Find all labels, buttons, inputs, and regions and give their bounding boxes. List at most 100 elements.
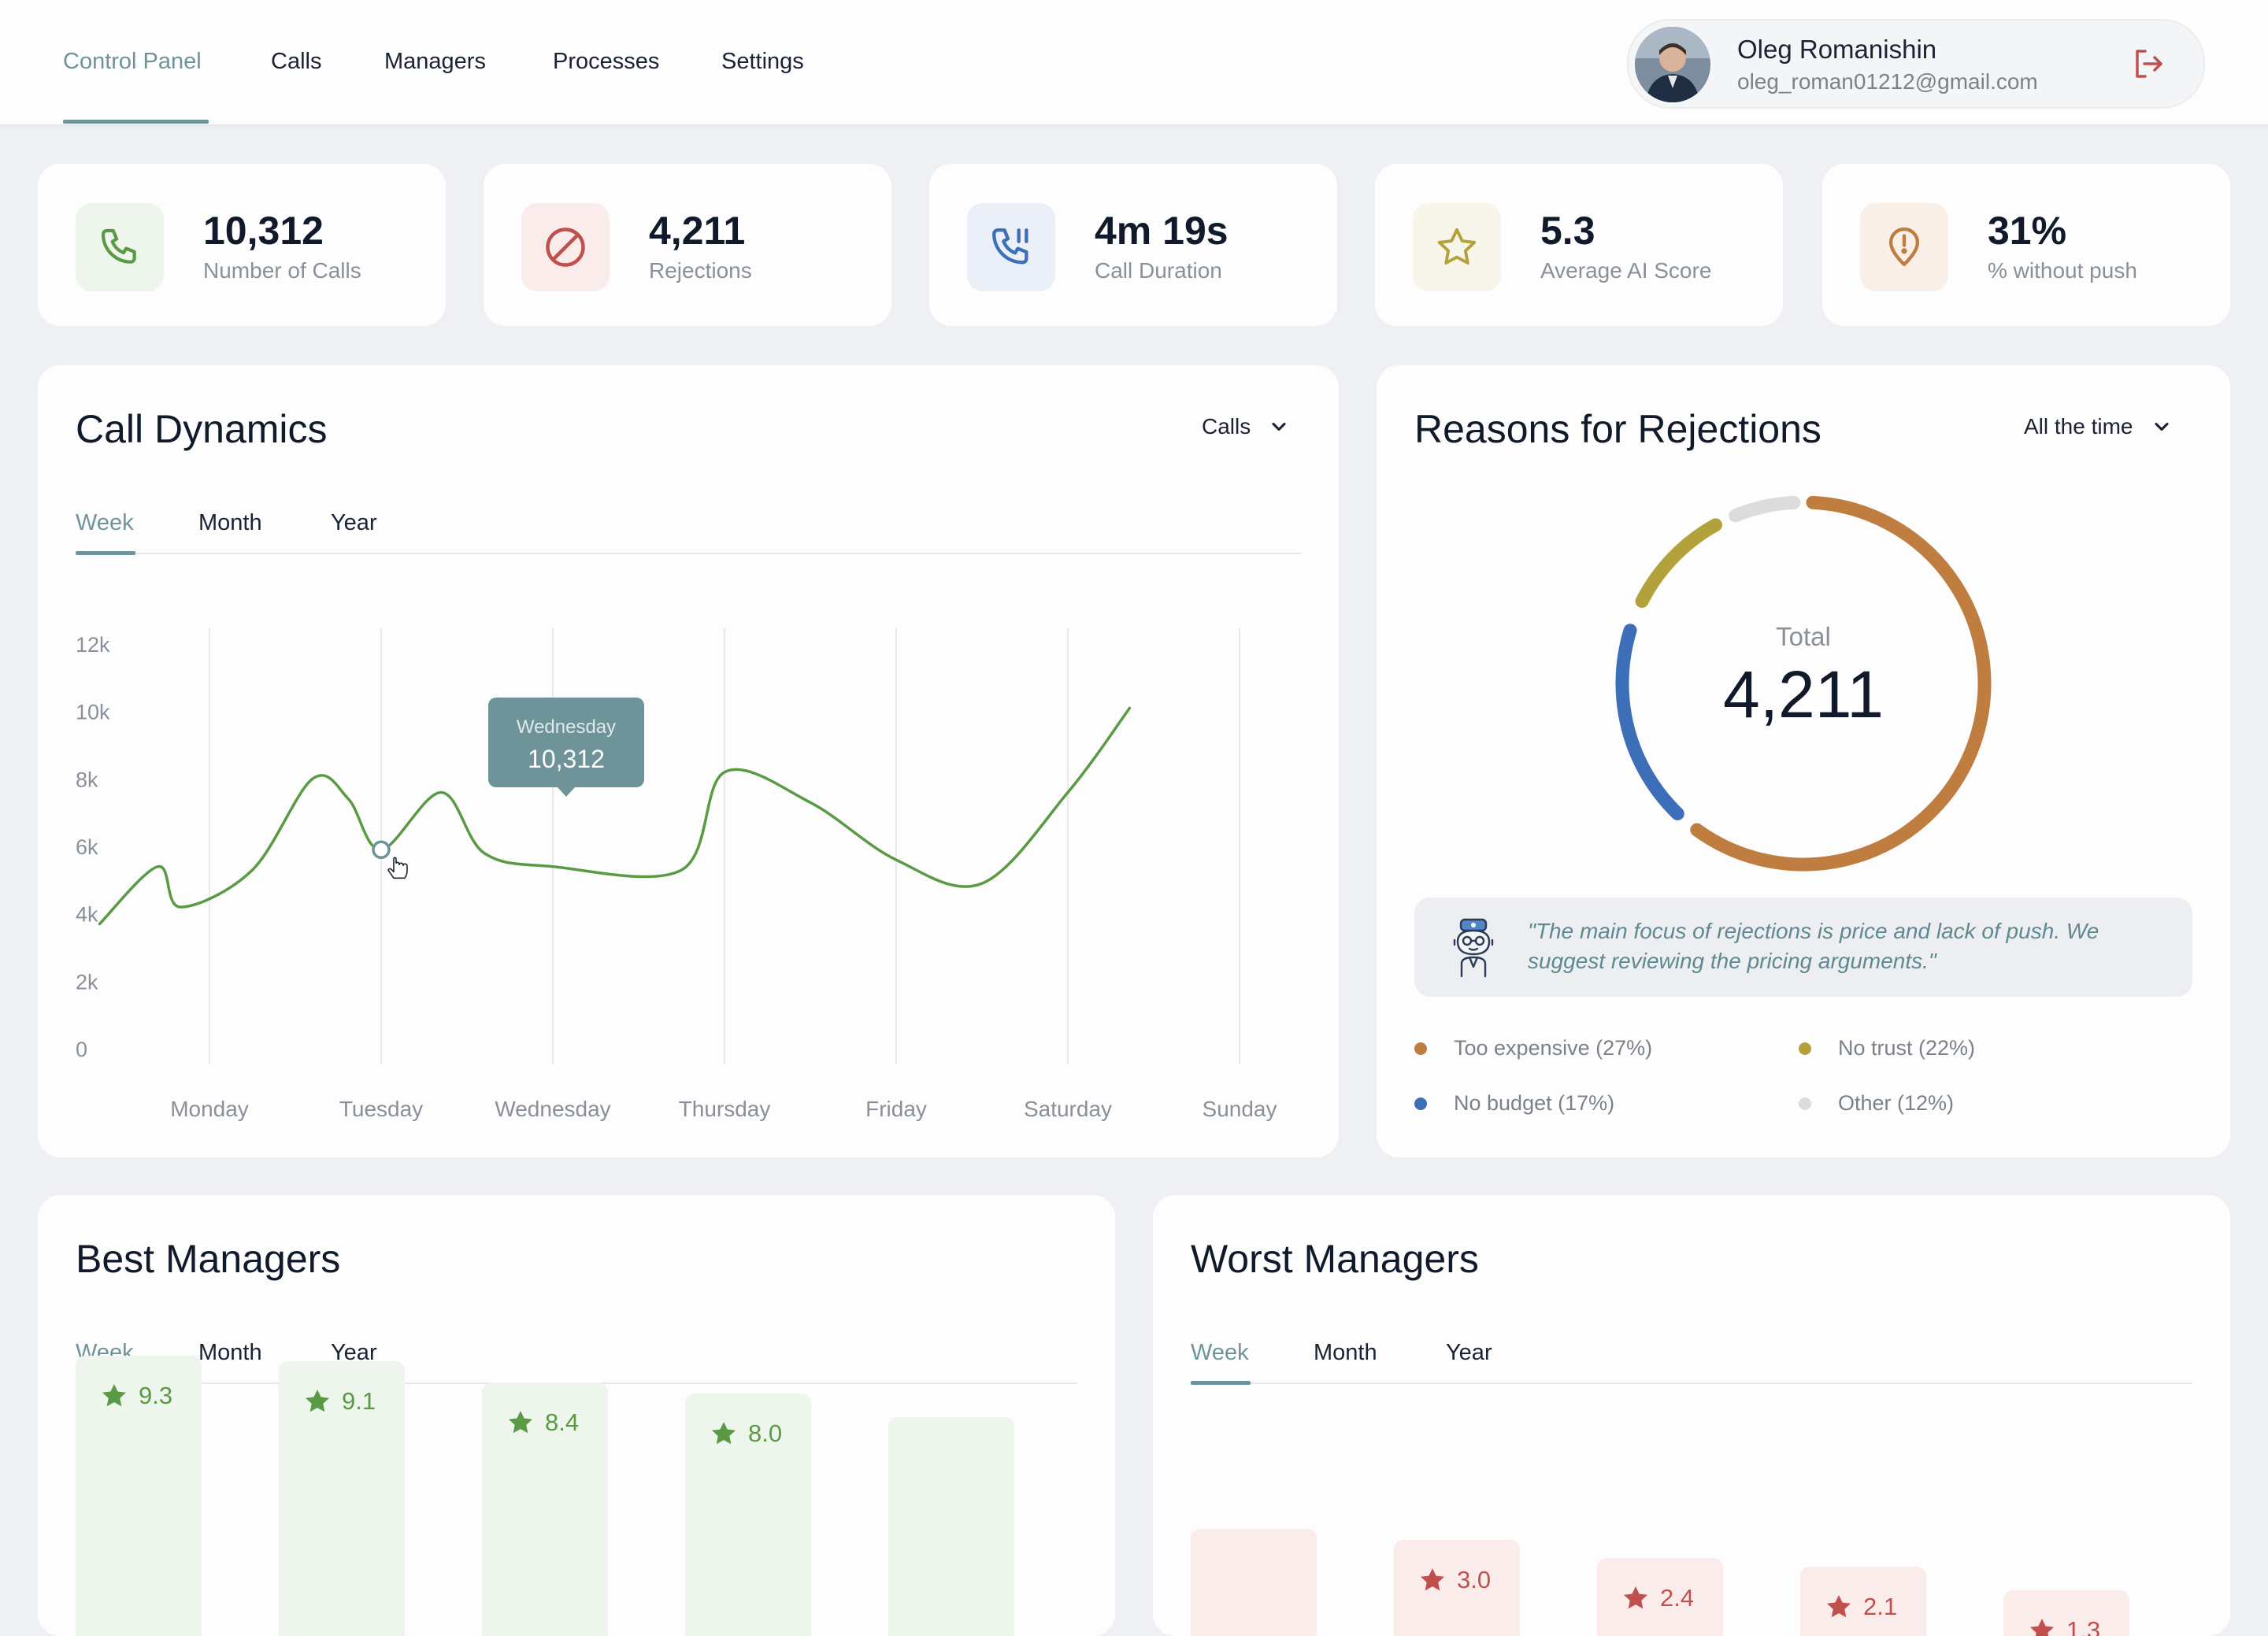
star-shape [1623, 1586, 1648, 1609]
stat-card-calls: 10,312 Number of Calls [38, 164, 446, 326]
score-value: 2.4 [1660, 1584, 1695, 1612]
active-tab-indicator [1191, 1381, 1251, 1385]
star-icon [1623, 1586, 1648, 1609]
stat-value: 10,312 [203, 209, 324, 253]
score-value: 9.1 [342, 1387, 376, 1415]
hand-cursor-icon [387, 857, 408, 879]
tab-month[interactable]: Month [1314, 1340, 1377, 1365]
manager-score: 2.4 [1621, 1583, 1694, 1613]
card-title: Worst Managers [1191, 1237, 1479, 1281]
x-tick-label: Monday [170, 1097, 249, 1121]
score-value: 3.0 [1457, 1566, 1492, 1593]
y-tick-label: 8k [76, 768, 98, 791]
legend-dot [1414, 1042, 1427, 1055]
donut-total-value: 4,211 [1723, 657, 1884, 731]
legend-item-no-trust: No trust (22%) [1799, 1036, 1975, 1060]
star-shape [1826, 1594, 1851, 1618]
tab-month[interactable]: Month [198, 1340, 262, 1365]
star-shape [305, 1389, 330, 1412]
manager-score: 2.1 [1824, 1592, 1897, 1622]
tab-month[interactable]: Month [198, 510, 262, 535]
manager-score-bar[interactable] [1191, 1529, 1317, 1636]
tab-year[interactable]: Year [331, 510, 377, 535]
manager-score: 3.0 [1418, 1565, 1491, 1595]
tab-year[interactable]: Year [1446, 1340, 1492, 1365]
tab-week[interactable]: Week [76, 510, 134, 535]
y-tick-label: 2k [76, 970, 98, 994]
tabs-divider [76, 553, 1301, 554]
donut-segment [1615, 624, 1684, 820]
top-navigation-bar: Control Panel Calls Managers Processes S… [0, 0, 2268, 124]
metric-dropdown[interactable]: Calls [1202, 414, 1290, 439]
legend-item-too-expensive: Too expensive (27%) [1414, 1036, 1652, 1060]
nav-control-panel[interactable]: Control Panel [63, 49, 202, 74]
tooltip-day: Wednesday [516, 716, 617, 738]
ai-assistant-icon [1447, 916, 1499, 978]
manager-score: 8.4 [506, 1408, 579, 1438]
card-title: Call Dynamics [76, 407, 328, 451]
manager-score: 8.0 [709, 1419, 782, 1449]
donut-segment [1635, 518, 1722, 609]
y-tick-label: 12k [76, 633, 110, 657]
star-shape [1420, 1568, 1445, 1591]
legend-label: Too expensive (27%) [1454, 1036, 1653, 1060]
stat-label: % without push [1988, 258, 2137, 283]
avatar[interactable] [1635, 27, 1710, 102]
star-icon [711, 1421, 736, 1445]
stat-label: Rejections [649, 258, 752, 283]
legend-dot [1799, 1097, 1811, 1110]
manager-score-bar[interactable] [685, 1394, 811, 1636]
rejections-card: Reasons for Rejections All the time Tota… [1377, 365, 2230, 1157]
x-tick-label: Friday [865, 1097, 927, 1121]
legend-item-other: Other (12%) [1799, 1091, 1954, 1116]
stat-value: 4,211 [649, 209, 746, 253]
manager-score-bar[interactable] [888, 1417, 1014, 1636]
user-name: Oleg Romanishin [1737, 35, 1937, 64]
nav-processes[interactable]: Processes [553, 49, 660, 74]
y-tick-label: 4k [76, 903, 98, 927]
star-shape [711, 1421, 736, 1445]
user-email: oleg_roman01212@gmail.com [1737, 69, 2038, 94]
period-dropdown[interactable]: All the time [2024, 414, 2173, 439]
manager-score-bar[interactable] [279, 1361, 405, 1636]
star-shape [508, 1410, 533, 1434]
legend-item-no-budget: No budget (17%) [1414, 1091, 1614, 1116]
donut-total-label: Total [1776, 622, 1831, 651]
star-shape [2029, 1618, 2055, 1636]
manager-score-bar[interactable] [482, 1382, 608, 1636]
x-tick-label: Saturday [1024, 1097, 1112, 1121]
nav-settings[interactable]: Settings [721, 49, 804, 74]
manager-score: 9.1 [302, 1386, 376, 1416]
call-dynamics-chart: Monday Tuesday Wednesday Thursday Friday Satu… [76, 628, 1277, 1121]
nav-managers[interactable]: Managers [384, 49, 486, 74]
logout-icon[interactable] [2129, 44, 2169, 83]
stat-label: Number of Calls [203, 258, 361, 283]
tab-week[interactable]: Week [1191, 1340, 1249, 1365]
phone-icon [76, 203, 164, 291]
rejections-donut-chart [1615, 495, 1992, 872]
card-title: Best Managers [76, 1237, 341, 1281]
stat-card-ai-score: 5.3 Average AI Score [1375, 164, 1783, 326]
nav-calls[interactable]: Calls [271, 49, 322, 74]
y-tick-label: 6k [76, 835, 98, 859]
chevron-down-icon [2154, 422, 2169, 431]
ai-insight-text: "The main focus of rejections is price a… [1528, 919, 2099, 973]
block-icon [521, 203, 610, 291]
legend-label: No budget (17%) [1454, 1091, 1615, 1115]
stat-value: 5.3 [1540, 209, 1595, 253]
legend-label: No trust (22%) [1838, 1036, 1976, 1060]
dropdown-value: Calls [1202, 414, 1251, 439]
manager-score-bar[interactable] [76, 1356, 202, 1636]
dropdown-value: All the time [2024, 414, 2133, 439]
user-profile-card[interactable]: Oleg Romanishin oleg_roman01212@gmail.co… [1627, 19, 2205, 109]
tab-year[interactable]: Year [331, 1340, 377, 1365]
worst-managers-card: Worst Managers Week Month Year 3.0 2.4 2.1… [1153, 1195, 2230, 1636]
hand-cursor-shape [387, 857, 408, 879]
x-tick-label: Wednesday [495, 1097, 610, 1121]
score-value: 9.3 [139, 1382, 173, 1409]
stat-card-duration: 4m 19s Call Duration [929, 164, 1337, 326]
highlight-point [372, 840, 391, 860]
score-value: 8.0 [748, 1419, 783, 1447]
x-tick-label: Thursday [679, 1097, 771, 1121]
tabs-divider [1191, 1382, 2192, 1384]
